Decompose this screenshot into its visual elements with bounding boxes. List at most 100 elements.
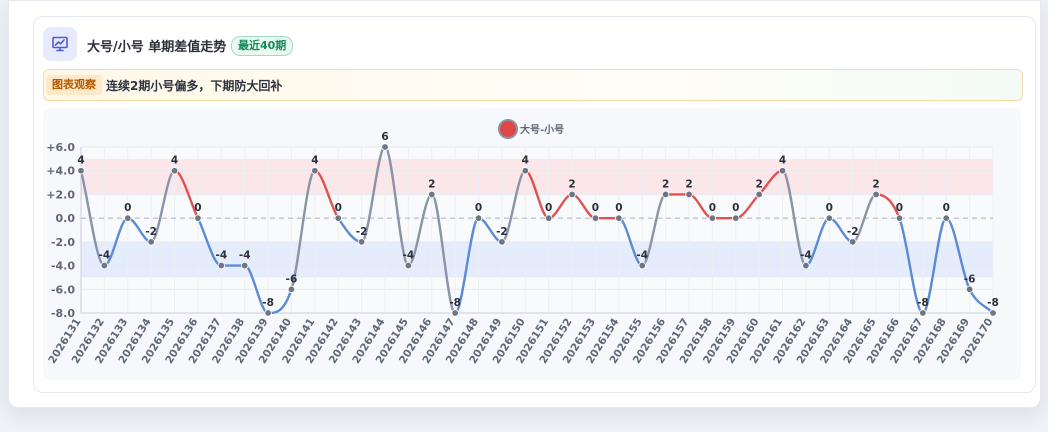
data-label: 4 xyxy=(522,155,529,167)
chart-title: 大号/小号 单期差值走势 xyxy=(87,40,227,55)
data-point xyxy=(194,214,202,222)
observation-banner: 图表观察 连续2期小号偏多，下期防大回补 xyxy=(43,69,1023,101)
data-point xyxy=(638,261,646,270)
data-point xyxy=(544,214,553,222)
data-label: 0 xyxy=(545,202,552,214)
y-tick-label: +2.0 xyxy=(46,188,75,201)
data-point xyxy=(287,285,296,293)
data-label: -8 xyxy=(917,297,929,309)
data-point xyxy=(568,190,576,199)
data-point xyxy=(661,190,670,199)
data-point xyxy=(732,214,740,222)
legend-marker xyxy=(498,119,518,139)
data-label: -8 xyxy=(262,297,274,309)
data-point xyxy=(334,214,342,222)
data-label: 2 xyxy=(685,178,692,190)
y-tick-label: -2.0 xyxy=(51,236,75,249)
y-tick-label: 0.0 xyxy=(56,212,76,225)
data-label: 0 xyxy=(896,202,903,214)
data-point xyxy=(615,214,623,222)
data-point xyxy=(825,214,834,222)
data-label: -4 xyxy=(800,250,812,262)
data-point xyxy=(755,190,763,199)
data-label: -2 xyxy=(145,226,157,238)
chart-area: +6.0 +4.0 +2.0 0.0 -2.0 -4.0 -6.0 -8.0 2026131 20… xyxy=(43,108,1021,380)
data-point xyxy=(591,214,600,222)
period-badge[interactable]: 最近40期 xyxy=(231,36,294,56)
chart-card: 大号/小号 单期差值走势 最近40期 图表观察 连续2期小号偏多，下期防大回补 … xyxy=(33,16,1036,393)
data-point xyxy=(124,214,132,222)
observation-text: 连续2期小号偏多，下期防大回补 xyxy=(106,79,283,93)
data-label: -4 xyxy=(215,250,227,262)
series-segment xyxy=(383,145,410,267)
data-point xyxy=(240,261,249,270)
data-point xyxy=(381,143,389,151)
data-point xyxy=(919,309,927,317)
data-point xyxy=(147,238,155,246)
y-tick-label: +4.0 xyxy=(46,165,75,178)
data-point xyxy=(264,309,272,317)
series-segment xyxy=(781,169,808,267)
series-segment xyxy=(921,216,948,315)
data-point xyxy=(989,309,997,317)
data-point xyxy=(428,190,436,199)
data-label: 6 xyxy=(381,131,388,143)
data-point xyxy=(404,261,413,270)
y-tick-label: -6.0 xyxy=(51,283,75,296)
data-point xyxy=(708,214,717,222)
data-label: -4 xyxy=(99,250,111,262)
band-negative xyxy=(81,241,993,278)
data-label: 0 xyxy=(826,202,833,214)
data-point xyxy=(474,214,483,222)
data-point xyxy=(685,190,693,199)
data-label: 4 xyxy=(171,155,178,167)
data-label: 4 xyxy=(779,155,786,167)
data-point xyxy=(217,261,226,270)
data-label: -4 xyxy=(239,250,251,262)
series-segment xyxy=(290,169,317,291)
data-label: 0 xyxy=(709,202,716,214)
data-label: 4 xyxy=(77,155,84,167)
data-point xyxy=(778,167,787,175)
data-label: 4 xyxy=(311,155,318,167)
data-label: 0 xyxy=(943,202,950,214)
data-label: -6 xyxy=(286,273,298,285)
legend-label: 大号-小号 xyxy=(520,123,564,136)
line-chart: +6.0+4.0+2.00.0-2.0-4.0-6.0-8.0202613120… xyxy=(46,119,999,366)
observation-tag: 图表观察 xyxy=(46,75,102,95)
data-label: 0 xyxy=(732,202,739,214)
data-label: -2 xyxy=(356,226,368,238)
data-label: -2 xyxy=(496,226,508,238)
data-point xyxy=(965,285,974,293)
y-tick-label: -4.0 xyxy=(51,260,75,273)
data-label: -8 xyxy=(987,297,999,309)
data-point xyxy=(170,167,179,175)
data-label: 2 xyxy=(872,178,879,190)
band-positive xyxy=(81,158,993,195)
data-point xyxy=(451,309,459,317)
series-segment xyxy=(360,145,387,244)
data-point xyxy=(498,238,506,246)
data-label: -6 xyxy=(964,273,976,285)
series-segment xyxy=(430,193,457,315)
data-label: 0 xyxy=(124,202,131,214)
trend-chart-icon xyxy=(43,27,77,61)
y-tick-label: -8.0 xyxy=(51,307,75,320)
data-label: 2 xyxy=(662,178,669,190)
data-label: -4 xyxy=(636,250,648,262)
data-point xyxy=(77,167,85,175)
data-label: -2 xyxy=(847,226,859,238)
y-tick-label: +6.0 xyxy=(46,141,75,154)
data-label: -4 xyxy=(403,250,415,262)
data-label: 0 xyxy=(335,202,342,214)
data-point xyxy=(848,238,857,246)
data-label: 2 xyxy=(755,178,762,190)
data-label: 2 xyxy=(428,178,435,190)
data-label: 0 xyxy=(592,202,599,214)
data-label: 2 xyxy=(568,178,575,190)
data-point xyxy=(100,261,109,270)
data-label: 0 xyxy=(615,202,622,214)
data-point xyxy=(521,167,530,175)
data-label: 0 xyxy=(194,202,201,214)
data-point xyxy=(357,238,366,246)
